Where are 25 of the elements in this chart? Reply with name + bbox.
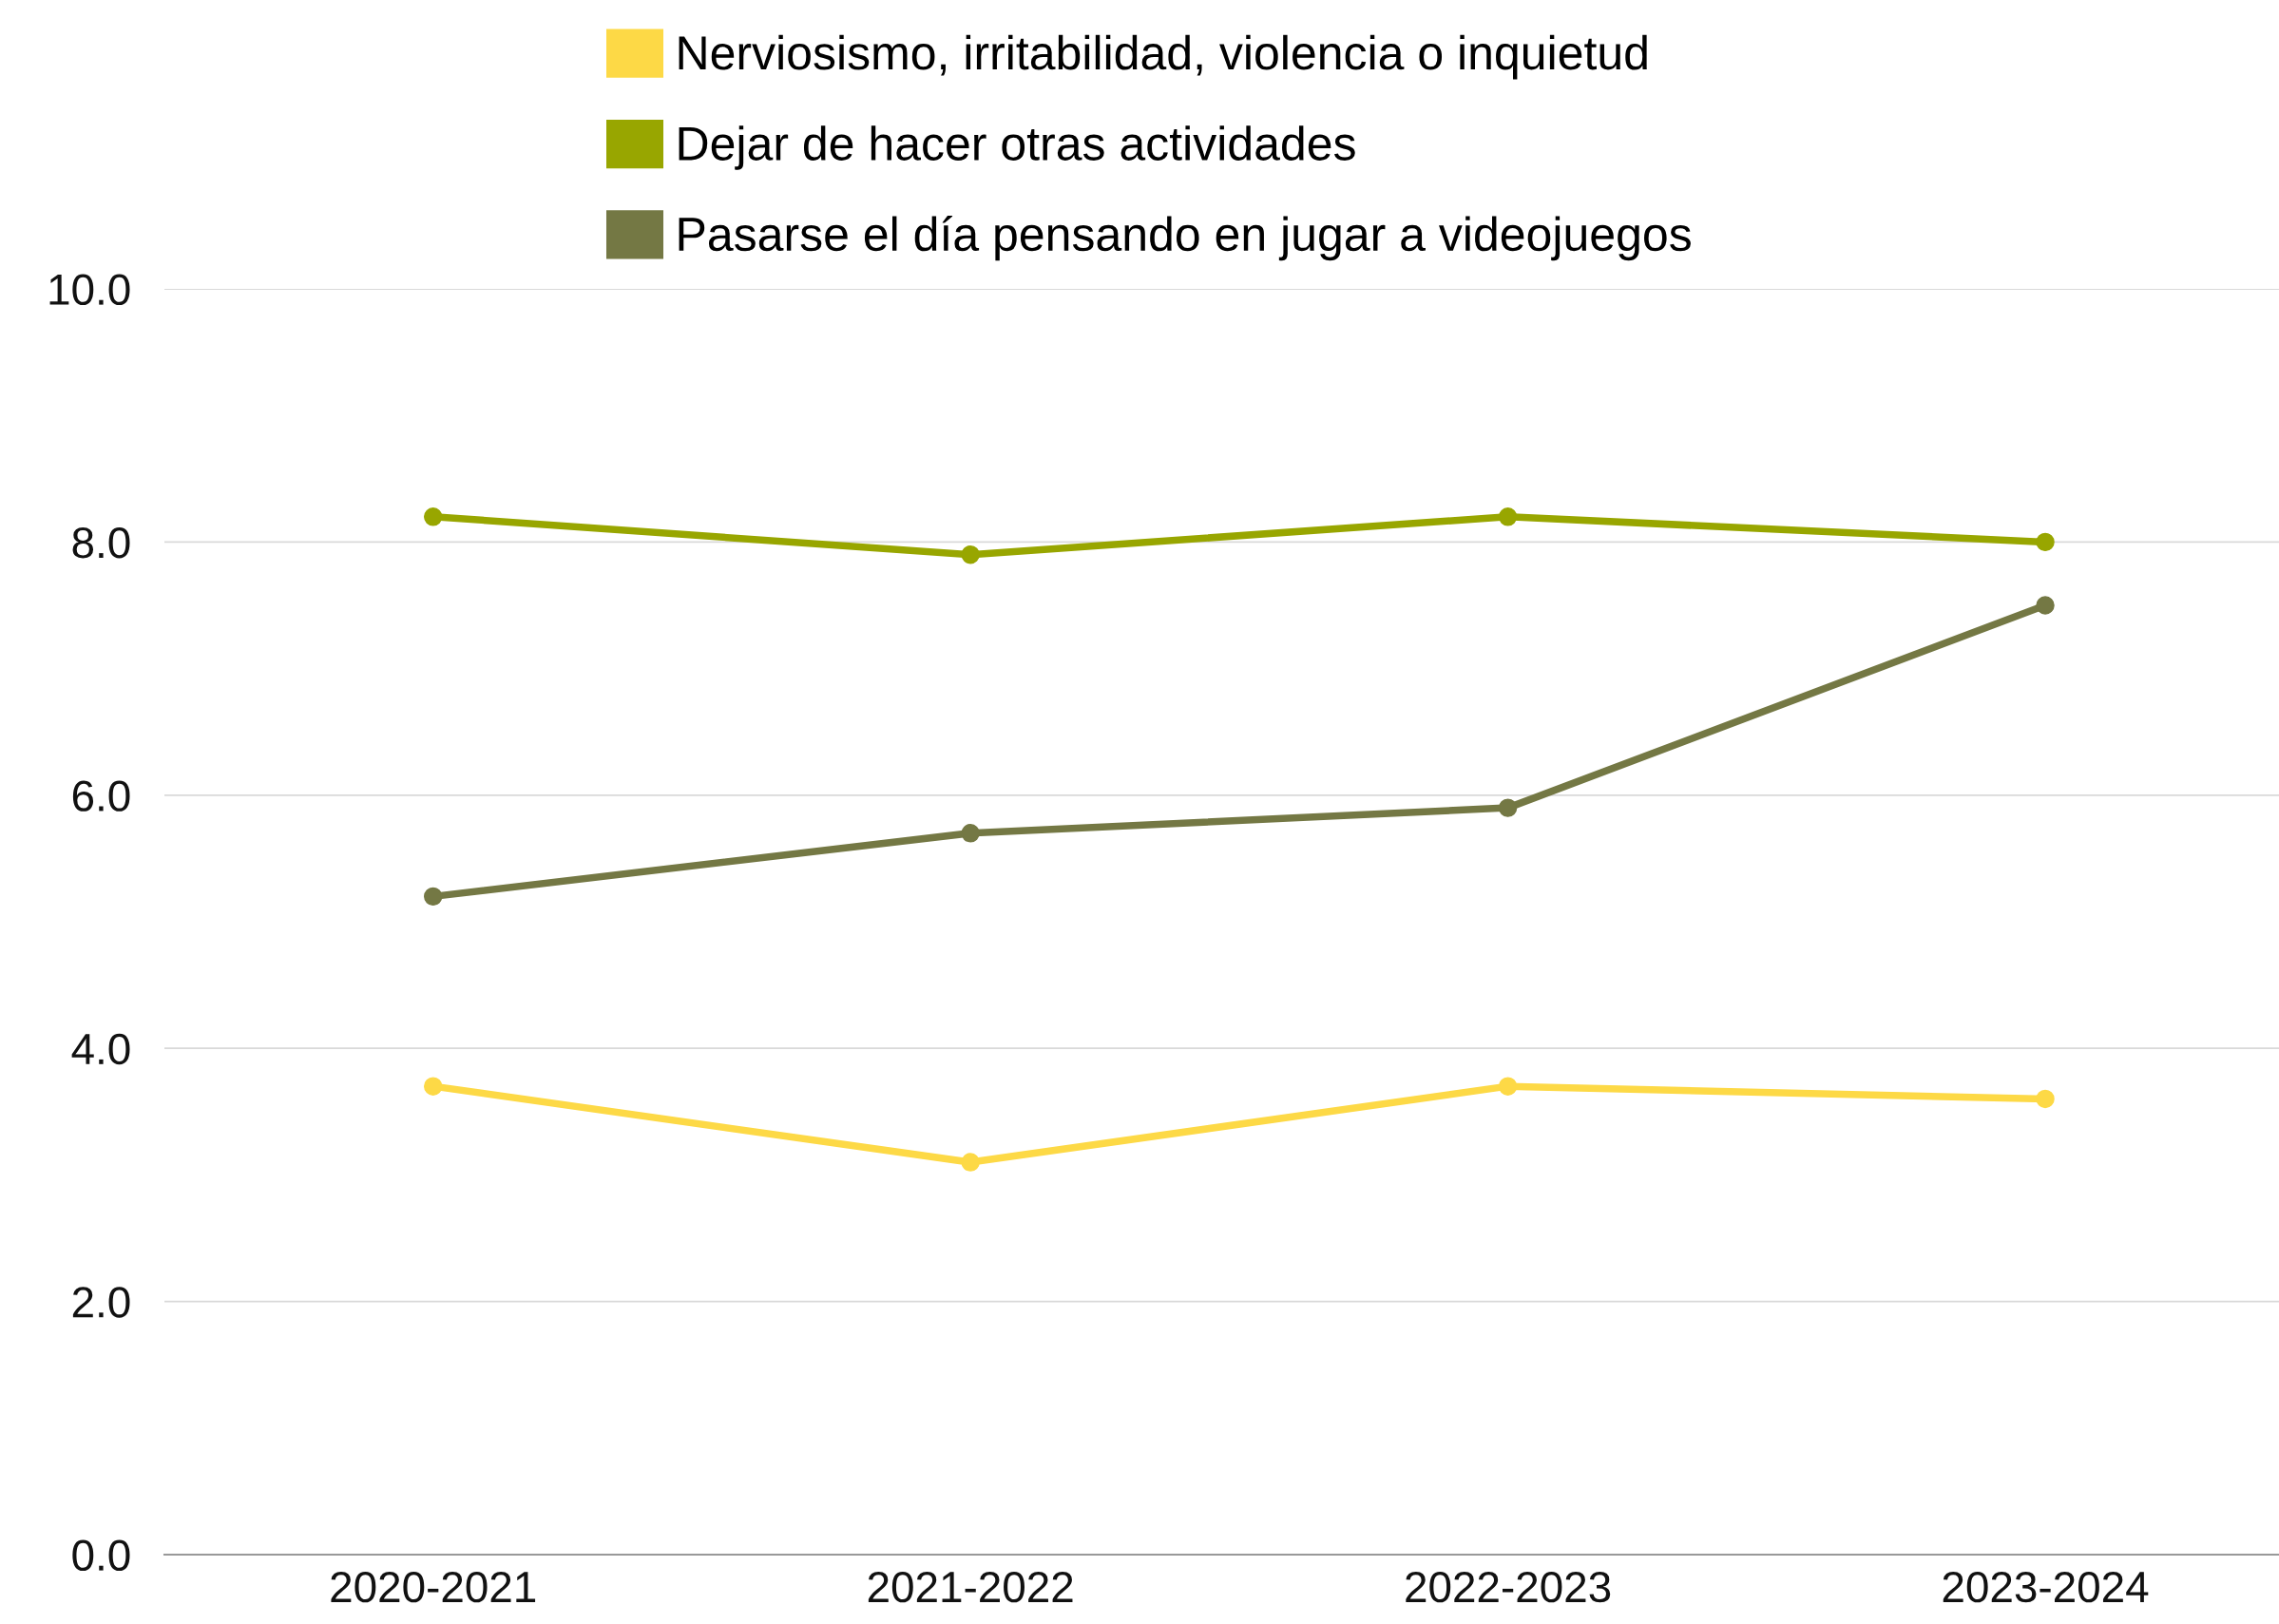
- legend-label: Dejar de hacer otras actividades: [679, 125, 1355, 170]
- point: [423, 887, 443, 907]
- y-tick-label: 4.0: [71, 1033, 130, 1065]
- point: [1498, 507, 1518, 526]
- point: [2036, 532, 2055, 552]
- x-tick-label: 2021-2022: [868, 1571, 1073, 1603]
- legend-label: Nerviosismo, irritabilidad, violencia o inquietud: [679, 34, 1647, 80]
- point: [423, 1077, 443, 1096]
- point: [2036, 596, 2055, 615]
- y-tick-label: 0.0: [72, 1539, 130, 1572]
- x-tick-label: 2020-2021: [331, 1571, 536, 1603]
- y-tick-label: 8.0: [72, 527, 130, 559]
- point: [1498, 1077, 1518, 1096]
- x-tick-label: 2022-2023: [1406, 1571, 1611, 1603]
- y-tick-label: 10.0: [49, 274, 130, 306]
- point: [961, 1153, 980, 1172]
- point: [1498, 798, 1518, 817]
- point: [961, 545, 980, 564]
- y-tick-label: 6.0: [72, 780, 130, 812]
- legend-label: Pasarse el día pensando en jugar a videojuegos: [679, 215, 1691, 261]
- point: [961, 824, 980, 843]
- y-tick-label: 2.0: [72, 1287, 130, 1318]
- point: [2036, 1089, 2055, 1109]
- x-tick-label: 2023-2024: [1943, 1571, 2149, 1603]
- point: [423, 507, 443, 526]
